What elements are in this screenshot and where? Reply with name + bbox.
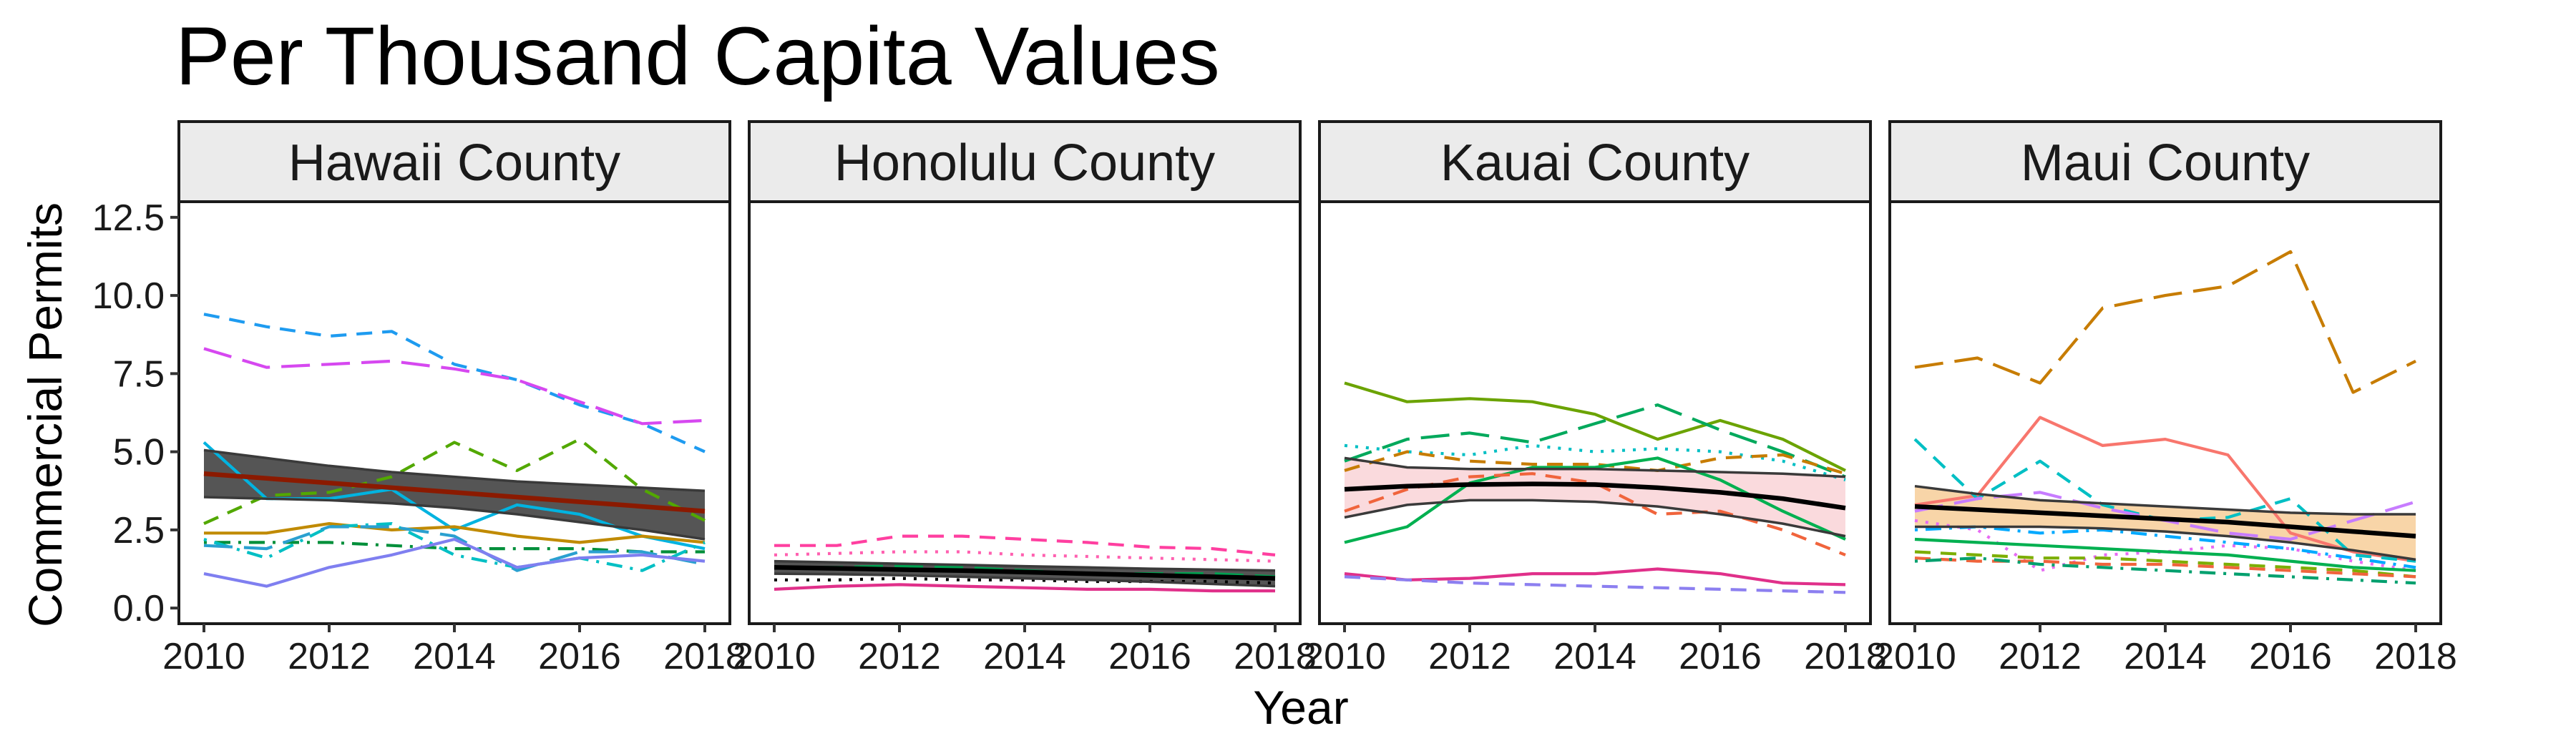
x-tick-label: 2016	[1679, 636, 1762, 677]
facet-strip-label: Kauai County	[1440, 134, 1750, 192]
trend-line	[1914, 504, 2416, 539]
facet-strip-label: Hawaii County	[288, 134, 620, 192]
facet-panel: Kauai County 2010 2012 2014 2016 2018	[1303, 120, 1887, 677]
facet-strip	[1318, 120, 1872, 203]
band-upper-edge	[774, 559, 1276, 572]
x-tick-label: 2018	[2374, 636, 2457, 677]
series-line	[203, 347, 706, 426]
y-tick-label: 12.5	[92, 197, 165, 239]
band-upper-edge	[1344, 456, 1846, 478]
facet-panels: Hawaii County 2010 2012 2014 2016 2018 0.0 2.5 5…	[92, 120, 2457, 677]
facet-panel: Maui County 2010 2012 2014 2016 2018	[1873, 120, 2457, 677]
y-tick-label: 7.5	[113, 353, 165, 395]
x-tick-label: 2014	[1553, 636, 1636, 677]
y-tick-label: 0.0	[113, 588, 165, 629]
x-tick-label: 2016	[2249, 636, 2332, 677]
x-tick-label: 2018	[663, 636, 746, 677]
panel-background	[1890, 202, 2441, 624]
x-tick-label: 2010	[1303, 636, 1386, 677]
facet-strip	[1888, 120, 2442, 203]
series-line	[1344, 403, 1846, 478]
y-tick-label: 10.0	[92, 275, 165, 317]
x-tick-label: 2014	[983, 636, 1066, 677]
trend-line	[1344, 481, 1846, 511]
y-tick-label: 5.0	[113, 432, 165, 473]
series-line	[203, 522, 706, 572]
x-tick-label: 2012	[288, 636, 371, 677]
x-tick-label: 2014	[2124, 636, 2207, 677]
series-line	[1344, 575, 1846, 594]
x-tick-label: 2018	[1234, 636, 1317, 677]
x-tick-label: 2012	[1428, 636, 1511, 677]
trend-line	[203, 471, 706, 514]
x-tick-label: 2016	[1108, 636, 1191, 677]
series-line	[1914, 525, 2416, 569]
x-axis-title: Year	[1253, 681, 1348, 734]
series-line	[1914, 250, 2416, 394]
facet-panel: Honolulu County 2010 2012 2014 2016 2018	[733, 120, 1317, 677]
series-line	[203, 525, 706, 572]
facet-strip-label: Honolulu County	[834, 134, 1215, 192]
series-line	[1344, 443, 1846, 482]
series-line	[774, 583, 1275, 593]
series-line	[203, 537, 706, 588]
confidence-band	[204, 450, 705, 539]
facet-panel: Hawaii County 2010 2012 2014 2016 2018 0.0 2.5 5…	[92, 120, 746, 677]
y-axis-title: Commercial Permits	[19, 202, 72, 627]
band-upper-edge	[203, 448, 706, 493]
x-tick-label: 2010	[1873, 636, 1956, 677]
x-tick-label: 2010	[162, 636, 245, 677]
series-line	[203, 313, 706, 453]
panel-background	[179, 202, 730, 624]
x-tick-label: 2014	[413, 636, 496, 677]
x-tick-label: 2016	[538, 636, 621, 677]
series-line	[1344, 450, 1846, 476]
facet-strip	[177, 120, 731, 203]
panel-background	[1319, 202, 1870, 624]
x-tick-label: 2012	[858, 636, 941, 677]
chart-title: Per Thousand Capita Values	[175, 11, 1220, 102]
y-tick-label: 2.5	[113, 510, 165, 551]
series-line	[1914, 550, 2416, 579]
band-lower-edge	[1915, 525, 2416, 561]
trend-line	[774, 565, 1276, 581]
band-lower-edge	[203, 496, 706, 541]
facet-strip	[748, 120, 1302, 203]
series-line	[1914, 416, 2416, 563]
x-tick-label: 2018	[1804, 636, 1887, 677]
series-line	[1913, 438, 2416, 563]
series-line	[1344, 456, 1846, 544]
band-lower-edge	[774, 572, 1276, 588]
x-tick-label: 2012	[1999, 636, 2082, 677]
series-line	[1344, 567, 1846, 586]
series-line	[204, 522, 706, 544]
series-line	[1914, 556, 2416, 585]
facet-strip-label: Maui County	[2021, 134, 2310, 192]
band-upper-edge	[1914, 484, 2416, 516]
series-line	[774, 534, 1276, 556]
series-line	[1344, 381, 1846, 472]
series-line	[203, 438, 706, 526]
x-tick-label: 2010	[733, 636, 816, 677]
panel-background	[749, 202, 1300, 624]
series-line	[1914, 537, 2416, 572]
band-lower-edge	[1344, 499, 1846, 538]
